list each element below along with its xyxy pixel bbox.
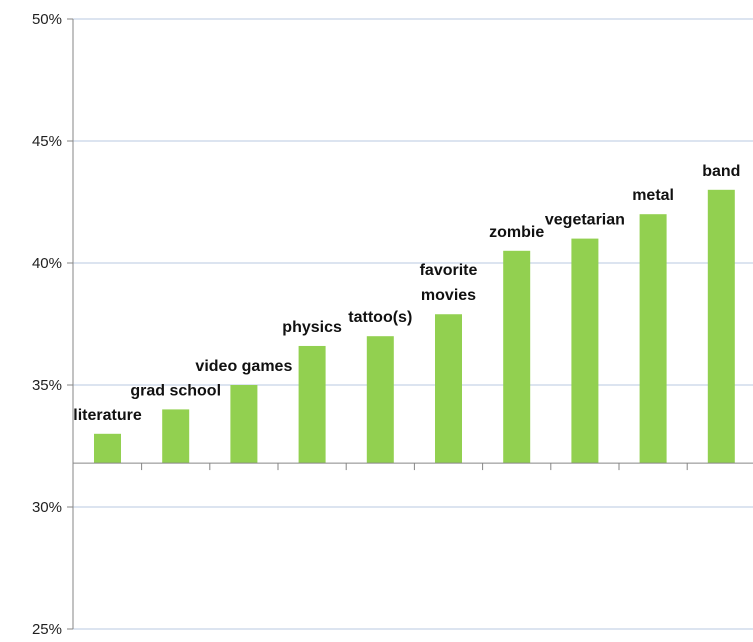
bar-vegetarian	[571, 238, 599, 464]
data-label: band	[702, 163, 740, 180]
y-tick-label: 40%	[32, 255, 62, 272]
bar-literature	[94, 433, 121, 464]
gridlines	[73, 18, 753, 630]
data-label: tattoo(s)	[348, 309, 412, 326]
y-tick-label: 25%	[32, 621, 62, 637]
bar-metal	[639, 214, 667, 464]
data-label: favorite	[420, 262, 478, 279]
data-label: physics	[282, 319, 342, 336]
bar-physics	[298, 345, 326, 464]
bar-tattoo-s	[366, 336, 394, 464]
bar-band	[707, 189, 735, 464]
data-label: grad school	[130, 382, 221, 399]
bar-zombie	[503, 250, 531, 464]
y-tick-label: 30%	[32, 499, 62, 516]
data-labels: literature grad school video games physics t…	[73, 163, 740, 424]
y-tick-label: 45%	[32, 133, 62, 150]
data-label: vegetarian	[545, 212, 625, 229]
bar-favorite-movies	[435, 314, 462, 464]
bar-grad-school	[162, 409, 190, 464]
y-tick-label: 50%	[32, 11, 62, 28]
data-label: metal	[632, 187, 674, 204]
axes: 25% 30% 35% 40% 45% 50%	[32, 11, 753, 638]
bar-video-games	[230, 385, 258, 464]
data-label: movies	[421, 287, 476, 304]
data-label: literature	[73, 407, 142, 424]
bars	[94, 189, 735, 464]
data-label: video games	[195, 358, 292, 375]
y-tick-label: 35%	[32, 377, 62, 394]
data-label: zombie	[489, 224, 544, 241]
